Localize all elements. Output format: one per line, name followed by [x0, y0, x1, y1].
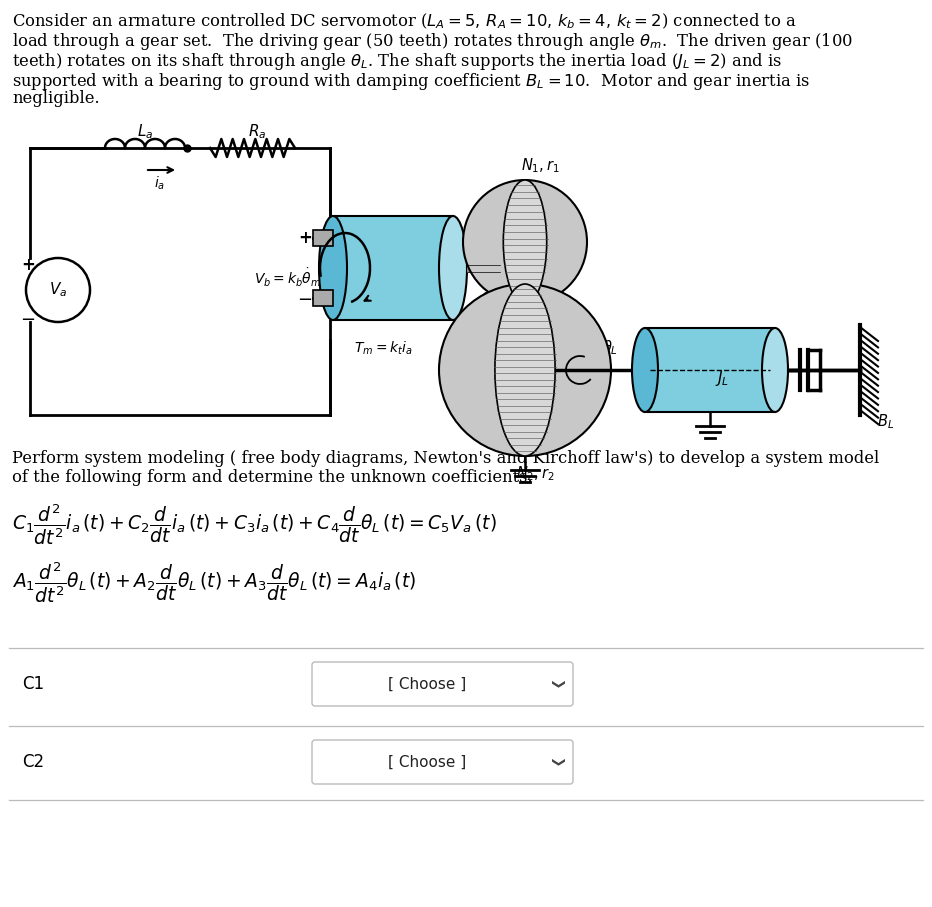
Text: $L_a$: $L_a$ [137, 122, 153, 141]
Ellipse shape [319, 216, 347, 320]
Ellipse shape [632, 328, 658, 412]
Text: $i_a$: $i_a$ [155, 174, 166, 191]
Text: $T_m = k_t i_a$: $T_m = k_t i_a$ [353, 339, 412, 356]
Bar [645, 328, 775, 412]
Text: [ Choose ]: [ Choose ] [389, 677, 467, 691]
Text: of the following form and determine the unknown coefficients.: of the following form and determine the … [12, 470, 532, 486]
Text: $A_1\dfrac{d^2}{dt^2}\theta_L\,(t) + A_2\dfrac{d}{dt}\theta_L\,(t) + A_3\dfrac{d: $A_1\dfrac{d^2}{dt^2}\theta_L\,(t) + A_2… [12, 560, 417, 605]
Text: Consider an armature controlled DC servomotor ($L_A = 5,\, R_A = 10,\, k_b = 4,\: Consider an armature controlled DC servo… [12, 12, 797, 32]
Text: $\theta_L$: $\theta_L$ [592, 336, 608, 356]
Ellipse shape [495, 284, 555, 456]
Text: supported with a bearing to ground with damping coefficient $B_L = 10$.  Motor a: supported with a bearing to ground with … [12, 71, 810, 92]
Circle shape [439, 284, 611, 456]
Ellipse shape [762, 328, 788, 412]
Text: $-$: $-$ [297, 289, 312, 307]
Text: ❯: ❯ [550, 678, 563, 689]
Text: Perform system modeling ( free body diagrams, Newton's and Kirchoff law's) to de: Perform system modeling ( free body diag… [12, 450, 879, 467]
Text: C1: C1 [22, 675, 44, 693]
Text: teeth) rotates on its shaft through angle $\theta_L$. The shaft supports the ine: teeth) rotates on its shaft through angl… [12, 51, 782, 72]
Text: +: + [21, 256, 34, 274]
Text: $V_b = k_b\dot{\theta}_m$: $V_b = k_b\dot{\theta}_m$ [254, 267, 322, 289]
Text: C2: C2 [22, 753, 44, 771]
Text: $J_L$: $J_L$ [715, 368, 729, 387]
Text: $R_a$: $R_a$ [248, 122, 267, 141]
Text: $N_2,r_2$: $N_2,r_2$ [515, 464, 555, 483]
Text: ❯: ❯ [550, 756, 563, 767]
Bar [313, 230, 333, 246]
Bar [333, 216, 453, 320]
FancyBboxPatch shape [312, 662, 573, 706]
FancyBboxPatch shape [312, 740, 573, 784]
Circle shape [463, 180, 587, 304]
Bar [313, 290, 333, 306]
Text: $V_a$: $V_a$ [48, 280, 67, 299]
Text: $C_1\dfrac{d^2}{dt^2}i_a\,(t) + C_2\dfrac{d}{dt}i_a\,(t) + C_3i_a\,(t) + C_4\dfr: $C_1\dfrac{d^2}{dt^2}i_a\,(t) + C_2\dfra… [12, 502, 497, 547]
Ellipse shape [503, 180, 547, 304]
Text: $N_1,r_1$: $N_1,r_1$ [521, 157, 559, 175]
Text: $\theta_m$: $\theta_m$ [480, 290, 500, 309]
Text: [ Choose ]: [ Choose ] [389, 755, 467, 769]
Text: $\theta_L$: $\theta_L$ [602, 338, 618, 357]
Circle shape [26, 258, 90, 322]
Ellipse shape [439, 216, 467, 320]
Text: load through a gear set.  The driving gear (50 teeth) rotates through angle $\th: load through a gear set. The driving gea… [12, 32, 853, 53]
Text: negligible.: negligible. [12, 90, 100, 107]
Text: $B_L$: $B_L$ [877, 413, 895, 432]
Text: $-$: $-$ [21, 309, 35, 327]
Text: +: + [298, 229, 312, 247]
